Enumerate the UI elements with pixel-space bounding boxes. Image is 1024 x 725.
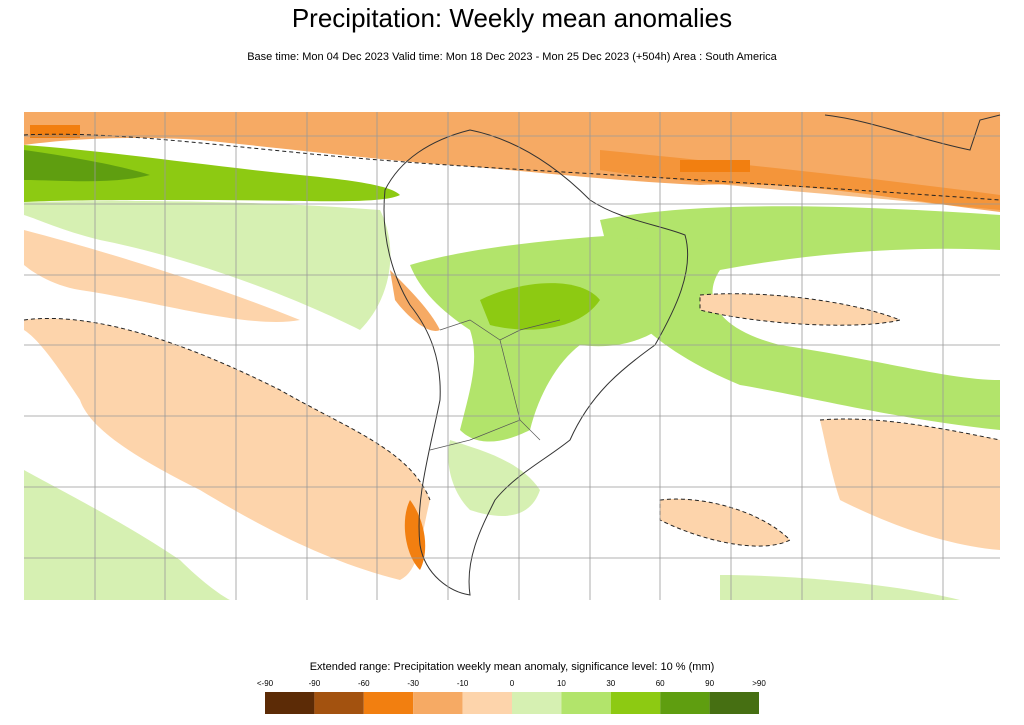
colorbar-label: -60 [358,679,370,688]
colorbar-label: -30 [407,679,419,688]
colorbar-box [363,692,414,714]
colorbar-label: <-90 [257,679,274,688]
colorbar-label: >90 [752,679,766,688]
colorbar-box [709,692,759,714]
colorbar-box [265,692,315,714]
colorbar-label: -10 [457,679,469,688]
colorbar-label: 60 [656,679,665,688]
colorbar-label: -90 [309,679,321,688]
map [23,112,1001,600]
colorbar-box [512,692,562,714]
colorbar-label: 10 [557,679,566,688]
colorbar-label: 30 [606,679,615,688]
colorbar-box [610,692,661,714]
colorbar-label: 0 [510,679,515,688]
colorbar-box [561,692,611,714]
title: Precipitation: Weekly mean anomalies [292,3,732,33]
colorbar-box [314,692,364,714]
colorbar: <-90 -90 -60 -30 -10 0 10 30 60 90 >90 [257,679,766,714]
colorbar-label: 90 [705,679,714,688]
colorbar-box [413,692,463,714]
colorbar-box [462,692,512,714]
colorbar-box [660,692,710,714]
subtitle: Base time: Mon 04 Dec 2023 Valid time: M… [247,51,777,63]
legend-title: Extended range: Precipitation weekly mea… [310,661,715,673]
